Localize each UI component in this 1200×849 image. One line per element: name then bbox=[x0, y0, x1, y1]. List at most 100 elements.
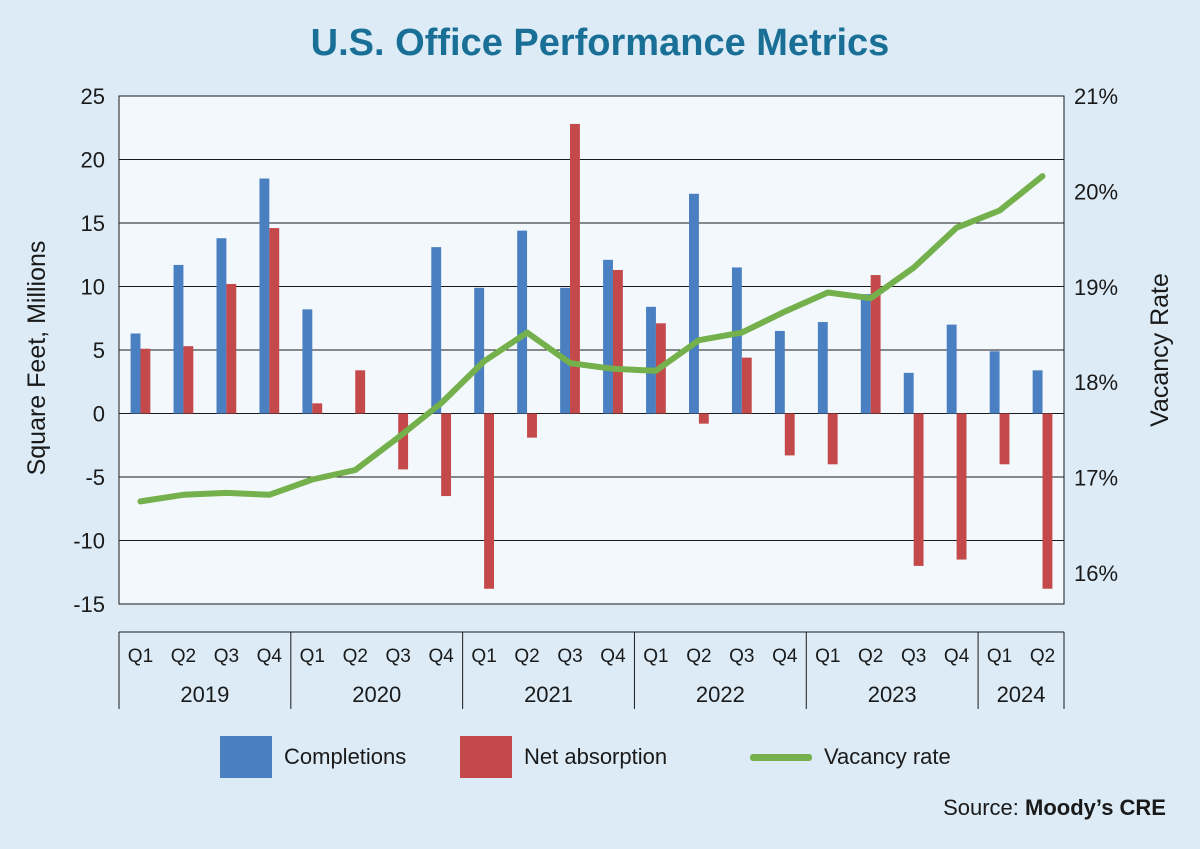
y2-tick-label: 20% bbox=[1074, 179, 1118, 204]
legend-swatch-net-absorption bbox=[460, 736, 512, 778]
bar-completions bbox=[1032, 370, 1043, 414]
point-vacancy-rate bbox=[654, 369, 657, 372]
point-vacancy-rate bbox=[311, 478, 314, 481]
bar-net-absorption bbox=[612, 269, 623, 414]
chart-title: U.S. Office Performance Metrics bbox=[310, 22, 890, 64]
point-vacancy-rate bbox=[354, 468, 357, 471]
y2-tick-label: 18% bbox=[1074, 370, 1118, 395]
bar-completions bbox=[646, 306, 656, 414]
bar-completions bbox=[431, 247, 442, 414]
bar-completions bbox=[517, 230, 528, 414]
bar-net-absorption bbox=[441, 413, 452, 497]
x-tick-label-quarter: Q3 bbox=[386, 646, 411, 667]
x-tick-label-quarter: Q4 bbox=[944, 646, 970, 667]
bar-net-absorption bbox=[956, 413, 967, 560]
point-vacancy-rate bbox=[740, 331, 743, 334]
point-vacancy-rate bbox=[955, 226, 958, 229]
x-tick-label-quarter: Q4 bbox=[428, 646, 454, 667]
bar-completions bbox=[259, 178, 270, 414]
point-vacancy-rate bbox=[182, 493, 185, 496]
x-tick-label-quarter: Q4 bbox=[772, 646, 798, 667]
x-tick-label-quarter: Q3 bbox=[214, 646, 239, 667]
x-tick-label-quarter: Q1 bbox=[471, 646, 496, 667]
y-tick-label: 20 bbox=[81, 148, 105, 173]
bar-completions bbox=[130, 333, 141, 414]
bar-completions bbox=[474, 287, 485, 414]
bar-net-absorption bbox=[355, 370, 366, 414]
x-tick-label-quarter: Q1 bbox=[987, 646, 1012, 667]
bar-completions bbox=[689, 193, 699, 414]
y-tick-label: 15 bbox=[81, 211, 105, 236]
y-tick-label: 5 bbox=[93, 338, 105, 363]
bar-net-absorption bbox=[1042, 413, 1053, 589]
y2-tick-label: 21% bbox=[1074, 84, 1118, 109]
point-vacancy-rate bbox=[139, 500, 142, 503]
x-tick-label-quarter: Q1 bbox=[643, 646, 668, 667]
y-tick-label: 25 bbox=[81, 84, 105, 109]
bar-completions bbox=[860, 294, 871, 414]
bar-completions bbox=[817, 322, 828, 414]
x-tick-label-quarter: Q4 bbox=[257, 646, 283, 667]
point-vacancy-rate bbox=[397, 436, 400, 439]
y-tick-label: 0 bbox=[93, 402, 105, 427]
bar-completions bbox=[560, 287, 571, 414]
legend-swatch-vacancy-rate bbox=[750, 754, 812, 761]
bar-net-absorption bbox=[999, 413, 1010, 465]
bar-net-absorption bbox=[140, 348, 151, 414]
point-vacancy-rate bbox=[526, 331, 529, 334]
bar-net-absorption bbox=[784, 413, 795, 456]
bar-completions bbox=[302, 309, 313, 414]
x-tick-label-year: 2019 bbox=[180, 682, 229, 707]
legend-label-completions: Completions bbox=[284, 744, 407, 769]
bar-net-absorption bbox=[570, 123, 580, 414]
x-tick-label-quarter: Q2 bbox=[1030, 646, 1055, 667]
point-vacancy-rate bbox=[912, 266, 915, 269]
x-tick-label-quarter: Q2 bbox=[686, 646, 711, 667]
x-tick-label-year: 2023 bbox=[868, 682, 917, 707]
x-tick-label-year: 2024 bbox=[997, 682, 1046, 707]
bar-net-absorption bbox=[527, 413, 537, 438]
y2-tick-label: 19% bbox=[1074, 275, 1118, 300]
bar-completions bbox=[173, 264, 184, 414]
bar-completions bbox=[603, 259, 613, 414]
bar-net-absorption bbox=[226, 283, 237, 414]
point-vacancy-rate bbox=[611, 367, 614, 370]
x-tick-label-quarter: Q3 bbox=[729, 646, 754, 667]
y-tick-label: -10 bbox=[73, 529, 105, 554]
point-vacancy-rate bbox=[225, 491, 228, 494]
point-vacancy-rate bbox=[1041, 175, 1044, 178]
x-tick-label-quarter: Q1 bbox=[128, 646, 153, 667]
legend-label-vacancy-rate: Vacancy rate bbox=[824, 744, 951, 769]
bar-net-absorption bbox=[312, 403, 323, 414]
bar-completions bbox=[216, 238, 227, 414]
point-vacancy-rate bbox=[783, 310, 786, 313]
y2-tick-label: 16% bbox=[1074, 561, 1118, 586]
x-tick-label-quarter: Q1 bbox=[815, 646, 840, 667]
point-vacancy-rate bbox=[869, 297, 872, 300]
line-vacancy-rate bbox=[137, 173, 1046, 505]
bar-completions bbox=[903, 372, 914, 414]
bar-net-absorption bbox=[484, 413, 494, 589]
plot-border bbox=[118, 95, 1065, 605]
legend: Completions Net absorption Vacancy rate bbox=[0, 736, 1200, 780]
y-tick-label: 10 bbox=[81, 275, 105, 300]
bar-completions bbox=[989, 351, 1000, 414]
x-tick-label-quarter: Q2 bbox=[858, 646, 883, 667]
bar-net-absorption bbox=[269, 228, 280, 414]
bar-net-absorption bbox=[183, 346, 194, 414]
y-tick-label: -5 bbox=[85, 465, 105, 490]
bar-net-absorption bbox=[827, 413, 838, 465]
x-tick-label-quarter: Q4 bbox=[600, 646, 626, 667]
bar-completions bbox=[946, 324, 957, 414]
source-prefix: Source: bbox=[943, 795, 1026, 820]
source-name: Moody’s CRE bbox=[1025, 795, 1166, 820]
x-tick-label-quarter: Q2 bbox=[171, 646, 196, 667]
x-tick-label-quarter: Q3 bbox=[901, 646, 926, 667]
point-vacancy-rate bbox=[483, 360, 486, 363]
legend-label-net-absorption: Net absorption bbox=[524, 744, 668, 769]
y-tick-label: -15 bbox=[73, 592, 105, 617]
x-tick-label-quarter: Q2 bbox=[514, 646, 539, 667]
point-vacancy-rate bbox=[569, 362, 572, 365]
bar-net-absorption bbox=[398, 413, 409, 470]
